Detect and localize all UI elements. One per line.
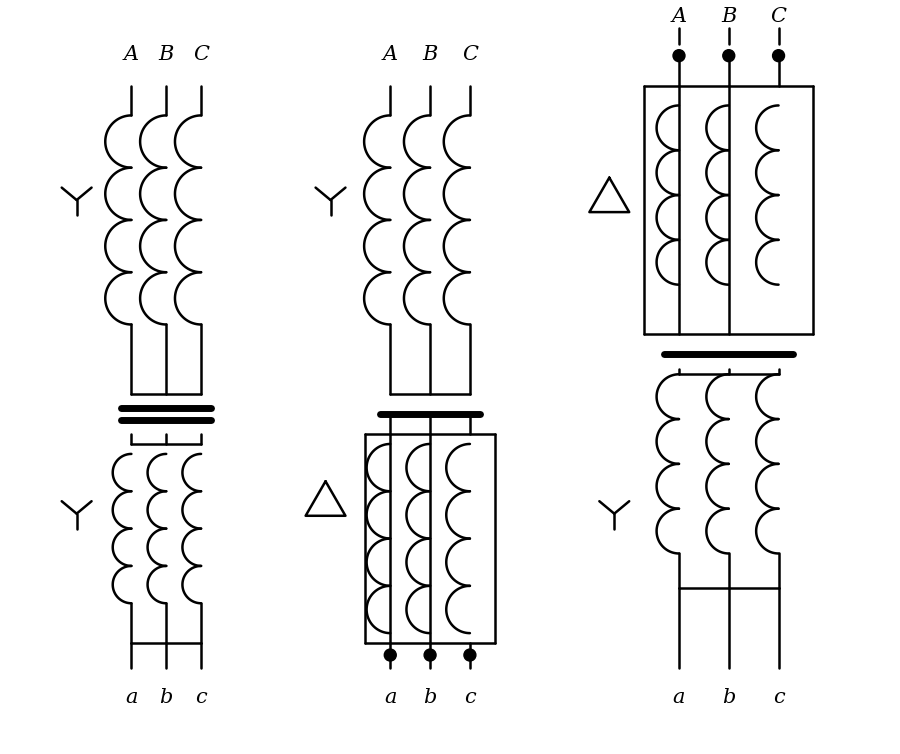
Text: C: C: [462, 44, 478, 63]
Text: A: A: [124, 44, 139, 63]
Circle shape: [464, 649, 476, 661]
Text: b: b: [423, 688, 436, 707]
Text: A: A: [382, 44, 398, 63]
Text: C: C: [770, 7, 787, 26]
Text: b: b: [159, 688, 173, 707]
Text: c: c: [195, 688, 207, 707]
Circle shape: [772, 50, 785, 62]
Circle shape: [424, 649, 436, 661]
Text: B: B: [158, 44, 174, 63]
Text: a: a: [384, 688, 397, 707]
Circle shape: [673, 50, 685, 62]
Text: a: a: [672, 688, 685, 707]
Text: b: b: [722, 688, 735, 707]
Text: B: B: [721, 7, 736, 26]
Text: c: c: [464, 688, 476, 707]
Circle shape: [723, 50, 734, 62]
Text: a: a: [125, 688, 138, 707]
Text: c: c: [773, 688, 785, 707]
Text: C: C: [194, 44, 209, 63]
Text: A: A: [671, 7, 687, 26]
Circle shape: [384, 649, 396, 661]
Text: B: B: [422, 44, 437, 63]
